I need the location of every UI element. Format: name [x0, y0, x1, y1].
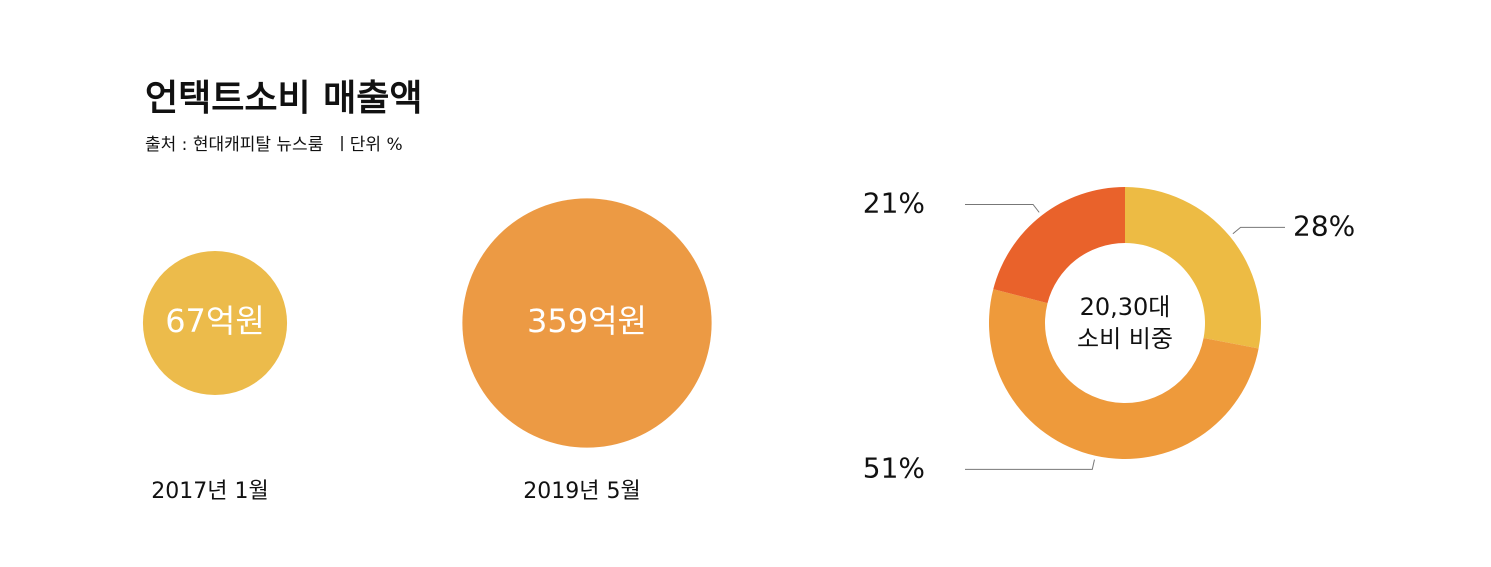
- donut-segment: [993, 187, 1125, 304]
- center-label: 20,30대: [1080, 293, 1171, 321]
- chart-subtitle: 출처 : 현대캐피탈 뉴스룸 ㅣ단위 %: [145, 135, 403, 155]
- bubble: [142, 250, 288, 396]
- leader-line: [965, 203, 1040, 213]
- donut-segment: [1125, 187, 1261, 349]
- bubble-label: 67억원: [165, 302, 265, 340]
- bubble: [462, 198, 712, 448]
- donut-segment: [988, 289, 1259, 460]
- category-label: 2019년 5월: [523, 479, 640, 504]
- category-label: 2017년 1월: [151, 479, 268, 504]
- center-label: 소비 비중: [1077, 325, 1173, 353]
- leader-line: [965, 459, 1095, 470]
- leader-line: [1232, 226, 1285, 235]
- value-label: 51%: [863, 451, 925, 484]
- bubble-label: 359억원: [527, 302, 647, 340]
- value-label: 28%: [1293, 209, 1355, 242]
- chart-title: 언택트소비 매출액: [145, 78, 423, 119]
- value-label: 21%: [863, 186, 925, 219]
